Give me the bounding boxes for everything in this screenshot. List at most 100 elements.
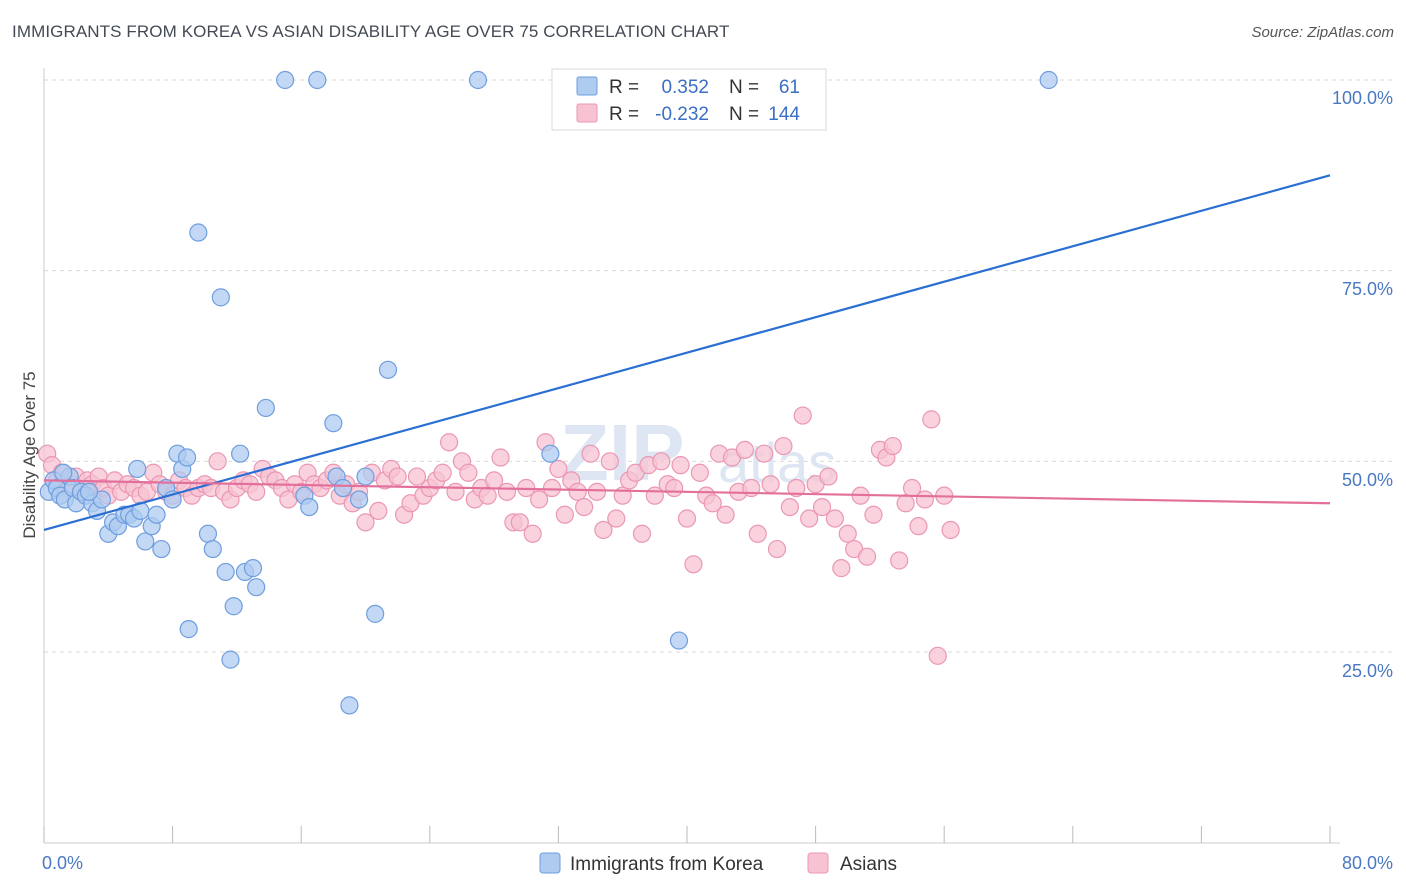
korea-point	[340, 696, 359, 715]
asians-point	[356, 513, 375, 532]
y-axis-title: Disability Age Over 75	[20, 371, 39, 538]
asians-point	[665, 478, 684, 498]
bottom-legend-label-korea: Immigrants from Korea	[570, 854, 764, 875]
asians-point	[208, 452, 227, 471]
korea-point	[189, 223, 208, 242]
asians-point	[439, 433, 459, 452]
korea-point	[79, 482, 99, 501]
bottom-legend-swatch-korea	[539, 852, 561, 874]
asians-point	[684, 555, 703, 574]
asians-point	[581, 444, 600, 463]
asians-point	[652, 452, 671, 471]
series-legend: Immigrants from Korea Asians	[539, 852, 897, 875]
y-tick-25: 25.0%	[1342, 661, 1393, 681]
korea-point	[276, 70, 295, 90]
asians-point	[510, 513, 529, 532]
korea-point	[333, 478, 353, 498]
asians-point	[478, 486, 497, 505]
asians-point	[922, 410, 941, 429]
bottom-legend-label-asians: Asians	[840, 854, 897, 875]
asians-point	[896, 494, 915, 513]
asians-point	[832, 559, 851, 578]
asians-point	[247, 482, 266, 501]
korea-point	[256, 398, 275, 418]
korea-trend-line	[43, 174, 1331, 532]
legend-box	[551, 68, 827, 131]
korea-point	[147, 505, 166, 524]
trend-lines	[43, 174, 1331, 532]
korea-point	[54, 463, 73, 482]
asians-point	[767, 539, 787, 559]
asians-point	[774, 436, 793, 456]
korea-point	[216, 562, 235, 582]
asians-point	[369, 501, 388, 521]
korea-point	[468, 70, 488, 90]
asians-point	[755, 444, 774, 463]
y-tick-75: 75.0%	[1342, 279, 1393, 299]
korea-point	[324, 414, 343, 433]
asians-point	[890, 551, 909, 570]
asians-point	[716, 505, 735, 524]
asians-point	[555, 505, 574, 524]
asians-point	[594, 520, 613, 540]
asians-point	[915, 490, 935, 509]
asians-point	[568, 482, 587, 501]
legend-r-value-korea: 0.352	[661, 77, 709, 98]
korea-point	[128, 459, 147, 479]
asians-point	[530, 490, 549, 509]
asians-point	[819, 467, 838, 486]
asians-point	[864, 505, 883, 524]
legend-swatch-korea	[576, 76, 598, 96]
asians-point	[690, 463, 709, 482]
stats-legend: R = 0.352 N = 61 R = -0.232 N = 144	[551, 68, 827, 131]
legend-n-value-korea: 61	[779, 77, 800, 98]
korea-point	[247, 578, 266, 597]
asians-point	[812, 497, 832, 517]
x-tick-max: 80.0%	[1342, 853, 1393, 873]
korea-point	[308, 70, 327, 90]
korea-point	[669, 631, 689, 650]
korea-point	[179, 620, 198, 639]
y-tick-100: 100.0%	[1332, 88, 1393, 108]
chart-title: IMMIGRANTS FROM KOREA VS ASIAN DISABILIT…	[12, 22, 730, 41]
korea-point	[356, 467, 375, 486]
asians-point	[671, 456, 690, 475]
korea-point	[378, 360, 398, 379]
korea-point	[177, 448, 197, 467]
asians-point	[542, 478, 562, 498]
asians-point	[433, 463, 452, 482]
legend-swatch-asians	[576, 103, 598, 123]
asians-point	[587, 482, 607, 501]
asians-point	[575, 497, 594, 517]
asians-point	[857, 547, 877, 566]
korea-point	[152, 539, 171, 559]
asians-point	[800, 509, 819, 528]
korea-point	[211, 288, 230, 307]
asians-point	[549, 459, 568, 479]
asians-point	[735, 440, 754, 459]
asians-point	[909, 517, 928, 536]
legend-r-label-korea: R =	[609, 77, 639, 98]
korea-point	[349, 490, 369, 509]
korea-point	[224, 597, 243, 616]
asians-point	[838, 524, 857, 543]
asians-point	[748, 524, 767, 543]
grid-lines	[44, 79, 1392, 653]
korea-point	[300, 497, 319, 517]
asians-point	[446, 482, 465, 501]
asians-point	[497, 482, 517, 501]
korea-point	[541, 444, 560, 463]
asians-point	[883, 436, 902, 456]
asians-point	[407, 467, 427, 486]
chart-source: Source: ZipAtlas.com	[1251, 24, 1394, 41]
asians-point	[523, 524, 542, 543]
asians-point	[677, 509, 697, 528]
korea-point	[231, 444, 250, 463]
legend-n-label-korea: N =	[729, 77, 759, 98]
asians-point	[632, 524, 652, 543]
asians-trend-line	[43, 479, 1331, 505]
asians-point	[787, 478, 806, 498]
asians-point	[491, 448, 510, 467]
korea-point	[243, 559, 263, 578]
